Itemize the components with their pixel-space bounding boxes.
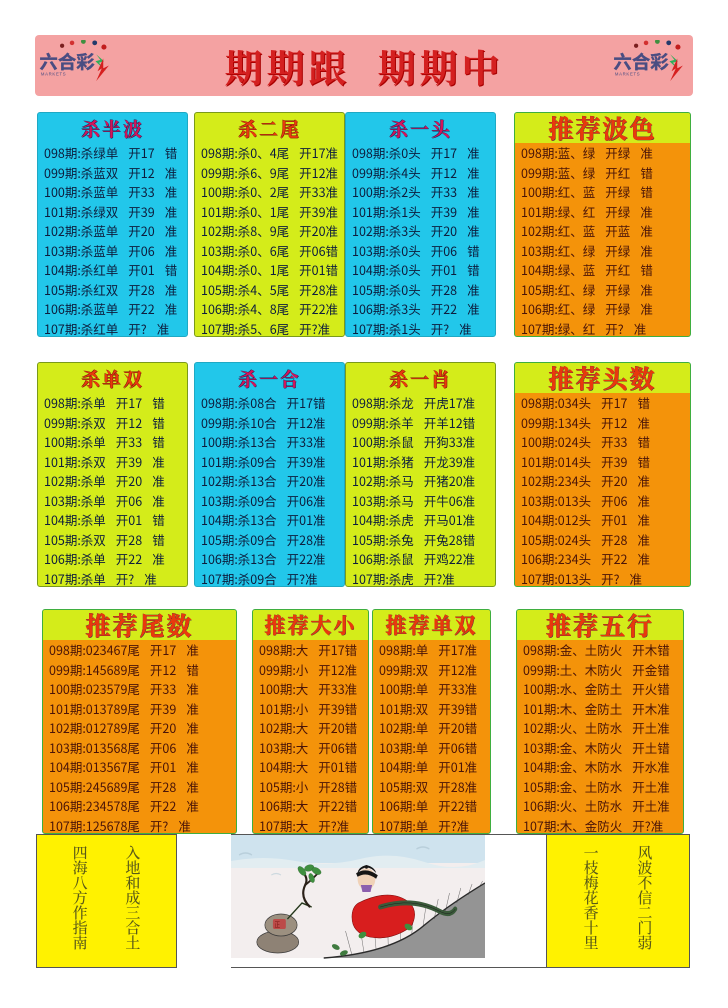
svg-text:MARKETS: MARKETS [41, 71, 67, 76]
svg-text:正: 正 [275, 919, 281, 929]
svg-text:六合彩: 六合彩 [613, 48, 669, 74]
svg-text:六合彩: 六合彩 [39, 48, 95, 74]
svg-text:MARKETS: MARKETS [615, 71, 641, 76]
